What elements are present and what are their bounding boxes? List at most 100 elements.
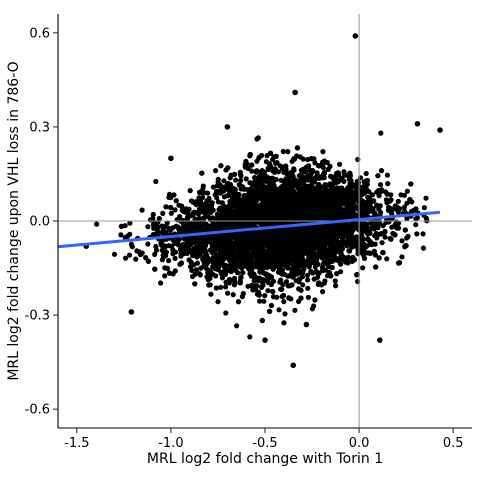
data-point xyxy=(222,271,229,277)
data-point xyxy=(230,243,236,249)
data-point xyxy=(382,229,388,235)
data-point xyxy=(296,279,302,285)
data-point xyxy=(150,211,156,218)
data-point xyxy=(197,189,203,195)
data-point xyxy=(250,287,256,293)
data-point xyxy=(192,271,198,277)
data-point xyxy=(259,168,265,174)
data-point xyxy=(325,166,331,172)
data-point xyxy=(218,271,225,277)
data-point xyxy=(215,176,221,182)
data-point xyxy=(321,198,327,204)
data-point xyxy=(163,229,169,235)
data-point xyxy=(293,196,299,202)
data-point xyxy=(308,269,314,275)
data-point xyxy=(172,207,178,213)
data-point xyxy=(327,181,333,187)
data-point xyxy=(255,209,261,215)
data-point xyxy=(332,237,338,243)
data-point xyxy=(367,204,373,210)
data-point xyxy=(237,169,243,175)
data-point xyxy=(377,182,384,188)
data-point xyxy=(302,261,308,267)
data-point xyxy=(326,241,332,247)
data-point xyxy=(281,320,287,326)
data-point xyxy=(270,278,277,284)
data-point xyxy=(296,263,302,269)
data-point xyxy=(266,245,272,251)
data-point xyxy=(270,294,277,300)
data-point xyxy=(401,192,407,198)
data-point xyxy=(153,247,160,253)
data-point xyxy=(258,249,264,255)
data-point xyxy=(318,282,325,288)
data-point xyxy=(369,192,375,198)
data-point xyxy=(371,248,377,254)
data-point xyxy=(299,227,305,233)
data-point xyxy=(256,189,262,195)
data-point xyxy=(289,158,295,164)
data-point xyxy=(265,220,271,226)
data-point xyxy=(226,203,232,209)
data-point xyxy=(256,263,262,269)
data-point xyxy=(257,298,263,304)
data-point xyxy=(388,236,394,242)
data-point xyxy=(190,253,196,259)
data-point xyxy=(347,170,353,176)
data-point xyxy=(205,213,211,219)
data-point xyxy=(348,201,354,207)
data-point xyxy=(297,207,303,213)
data-point xyxy=(175,240,181,246)
data-point xyxy=(173,198,179,204)
data-point xyxy=(324,254,330,260)
data-point xyxy=(122,234,128,241)
data-point xyxy=(293,227,299,233)
data-point xyxy=(241,194,247,200)
data-point xyxy=(308,256,314,262)
data-point xyxy=(279,202,285,208)
data-point xyxy=(343,255,349,261)
data-point xyxy=(187,188,193,194)
data-point xyxy=(231,278,237,284)
data-point xyxy=(215,267,221,273)
data-point xyxy=(211,235,217,241)
data-point xyxy=(326,270,332,276)
data-point xyxy=(291,212,297,218)
data-point xyxy=(423,195,429,201)
data-point xyxy=(345,189,351,195)
data-point xyxy=(342,199,348,205)
data-point xyxy=(160,210,166,216)
data-point xyxy=(338,269,344,275)
data-point xyxy=(248,209,254,215)
data-point xyxy=(218,284,224,290)
data-point xyxy=(179,207,185,213)
data-point xyxy=(237,280,243,286)
data-point xyxy=(206,197,212,203)
data-point xyxy=(230,255,236,261)
data-point xyxy=(335,179,341,185)
data-point xyxy=(282,311,288,317)
data-point xyxy=(221,187,227,193)
data-point xyxy=(297,154,303,160)
data-point xyxy=(393,206,399,212)
data-point xyxy=(372,241,378,247)
data-point xyxy=(190,262,197,268)
data-point xyxy=(219,275,225,281)
data-point xyxy=(351,238,357,244)
data-point xyxy=(205,255,211,261)
data-point xyxy=(315,163,321,169)
data-point xyxy=(194,260,201,266)
data-point xyxy=(392,232,398,238)
data-point xyxy=(260,241,266,247)
data-point xyxy=(307,193,313,199)
data-point xyxy=(198,234,204,240)
data-point xyxy=(378,168,385,174)
data-point xyxy=(225,165,231,171)
data-point xyxy=(189,267,195,273)
data-point xyxy=(196,195,202,201)
data-point xyxy=(293,201,299,207)
data-point xyxy=(208,291,214,297)
data-point xyxy=(178,260,185,266)
data-point xyxy=(284,205,290,211)
data-point xyxy=(254,217,260,223)
